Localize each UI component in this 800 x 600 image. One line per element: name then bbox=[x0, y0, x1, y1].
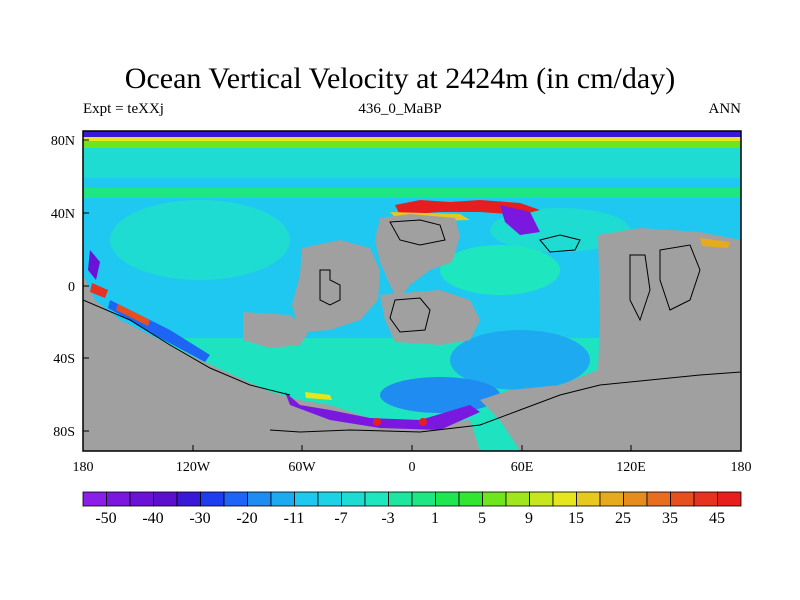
cb-label-1: -50 bbox=[95, 510, 116, 527]
lon-label-1: 180 bbox=[73, 460, 94, 475]
cb-label-10: 9 bbox=[525, 510, 533, 527]
lon-label-7: 180 bbox=[731, 460, 752, 475]
colorbar-swatch bbox=[317, 491, 342, 507]
landmass-north-central bbox=[375, 214, 460, 300]
colorbar-swatch bbox=[646, 491, 671, 507]
patch-cyan-1 bbox=[110, 200, 290, 280]
band-mid-green bbox=[83, 188, 741, 198]
colorbar-swatch bbox=[623, 491, 648, 507]
landmass-southwest bbox=[83, 275, 480, 451]
landmass-southwest-shelf bbox=[243, 312, 310, 348]
band-north-cyan bbox=[83, 148, 741, 178]
colorbar-swatch bbox=[223, 491, 248, 507]
cb-label-3: -30 bbox=[189, 510, 210, 527]
colorbar-swatch bbox=[505, 491, 530, 507]
landmass-west-central bbox=[292, 240, 380, 332]
lat-ticks bbox=[83, 139, 89, 432]
patch-blue-2 bbox=[380, 377, 500, 413]
colorbar-swatch bbox=[153, 491, 178, 507]
colorbar-swatch bbox=[693, 491, 718, 507]
colorbar bbox=[82, 491, 742, 507]
colorbar-swatch bbox=[529, 491, 554, 507]
cb-label-4: -20 bbox=[236, 510, 257, 527]
colorbar-swatch bbox=[82, 491, 107, 507]
lon-label-4: 0 bbox=[409, 460, 416, 475]
map-field bbox=[83, 131, 741, 451]
coastline-6 bbox=[269, 371, 741, 433]
cb-label-13: 35 bbox=[662, 510, 678, 527]
colorbar-swatch bbox=[106, 491, 131, 507]
cb-label-8: 1 bbox=[431, 510, 439, 527]
band-mid-cyan bbox=[83, 178, 741, 190]
landmass-east bbox=[480, 228, 741, 451]
lat-label-1: 80N bbox=[51, 134, 75, 149]
colorbar-swatch bbox=[364, 491, 389, 507]
colorbar-swatch bbox=[458, 491, 483, 507]
lon-label-5: 60E bbox=[511, 460, 534, 475]
lon-label-3: 60W bbox=[288, 460, 316, 475]
experiment-label: Expt = teXXj bbox=[83, 101, 164, 117]
colorbar-swatch bbox=[129, 491, 154, 507]
coastline-8 bbox=[539, 234, 581, 253]
period-label: 436_0_MaBP bbox=[358, 101, 442, 117]
coast-west-red-patch bbox=[90, 283, 108, 298]
patch-green-1 bbox=[440, 245, 560, 295]
cb-label-11: 15 bbox=[568, 510, 584, 527]
coastline-1 bbox=[319, 269, 341, 306]
cb-label-9: 5 bbox=[478, 510, 486, 527]
coastline-5 bbox=[659, 244, 701, 311]
colorbar-swatch bbox=[435, 491, 460, 507]
south-red-dot-1 bbox=[373, 418, 381, 426]
colorbar-swatch bbox=[247, 491, 272, 507]
north-wave-pattern bbox=[83, 131, 741, 137]
cb-label-12: 25 bbox=[615, 510, 631, 527]
colorbar-swatch bbox=[411, 491, 436, 507]
lon-ticks bbox=[82, 445, 742, 451]
coastline-2 bbox=[389, 297, 431, 333]
cb-label-7: -3 bbox=[381, 510, 394, 527]
cb-label-2: -40 bbox=[142, 510, 163, 527]
lat-label-2: 40N bbox=[51, 207, 75, 222]
east-coast-patch bbox=[700, 238, 730, 248]
north-wave-strip bbox=[83, 131, 741, 137]
band-north-yellow bbox=[83, 137, 741, 141]
colorbar-swatch bbox=[176, 491, 201, 507]
coast-east-west-patch bbox=[88, 250, 100, 280]
colorbar-swatch bbox=[576, 491, 601, 507]
colorbar-swatch bbox=[670, 491, 695, 507]
colorbar-swatch bbox=[200, 491, 225, 507]
colorbar-swatch bbox=[717, 491, 742, 507]
land bbox=[83, 214, 741, 451]
lon-label-6: 120E bbox=[616, 460, 646, 475]
patch-blue-1 bbox=[450, 330, 590, 390]
colorbar-swatch bbox=[482, 491, 507, 507]
season-label: ANN bbox=[708, 101, 742, 117]
cb-label-14: 45 bbox=[709, 510, 725, 527]
lat-label-5: 80S bbox=[53, 425, 75, 440]
colorbar-swatch bbox=[388, 491, 413, 507]
south-arc-yellow bbox=[305, 392, 332, 400]
coastlines bbox=[83, 219, 741, 433]
lat-label-4: 40S bbox=[53, 352, 75, 367]
colorbar-swatch bbox=[552, 491, 577, 507]
downwelling-purple bbox=[500, 205, 540, 235]
colorbar-labels: -50 -40 -30 -20 -11 -7 -3 1 5 9 15 25 35… bbox=[95, 510, 725, 527]
cb-label-5: -11 bbox=[284, 510, 305, 527]
coastline-7 bbox=[83, 299, 291, 396]
south-red-dot-2 bbox=[419, 418, 427, 426]
coastline-3 bbox=[389, 219, 446, 246]
south-arc-purple bbox=[285, 392, 480, 430]
cb-label-6: -7 bbox=[334, 510, 347, 527]
coastline-4 bbox=[629, 254, 651, 322]
colorbar-swatch bbox=[294, 491, 319, 507]
colorbar-swatch bbox=[270, 491, 295, 507]
band-north-green bbox=[83, 141, 741, 148]
lat-label-3: 0 bbox=[68, 280, 75, 295]
colorbar-swatch bbox=[341, 491, 366, 507]
colorbar-swatch bbox=[599, 491, 624, 507]
map-title: Ocean Vertical Velocity at 2424m (in cm/… bbox=[124, 62, 676, 95]
lon-label-2: 120W bbox=[176, 460, 211, 475]
coast-diagonal-red bbox=[116, 304, 150, 326]
